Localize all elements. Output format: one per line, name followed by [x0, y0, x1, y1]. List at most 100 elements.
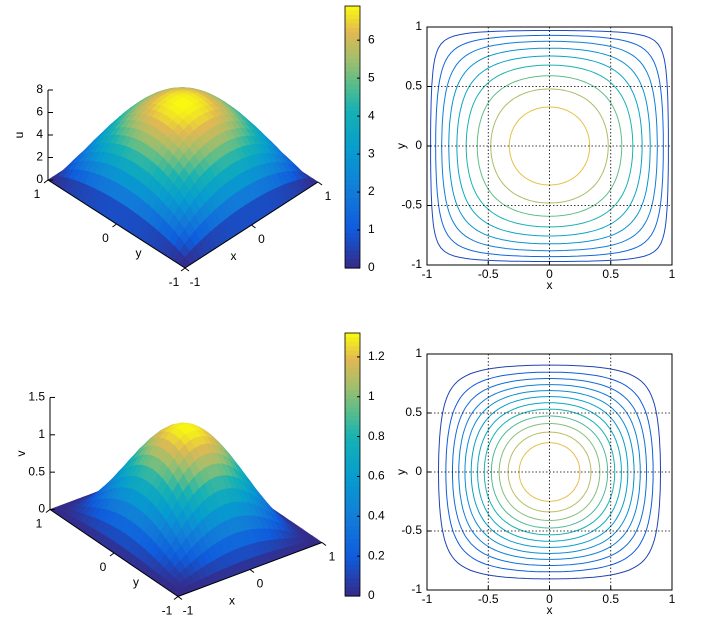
- colorbar-cell: [345, 163, 360, 169]
- colorbar-tick-label: 3: [368, 146, 375, 160]
- colorbar-cell: [345, 582, 360, 588]
- colorbar-cell: [345, 333, 360, 338]
- axes-box: [426, 26, 673, 266]
- y-tick-label: 0.5: [405, 405, 422, 419]
- colorbar-cell: [345, 250, 360, 256]
- x-tick-label: 0: [258, 232, 265, 246]
- x-tick-label: 0: [257, 577, 264, 591]
- colorbar-cell: [345, 482, 360, 488]
- colorbar-cell: [345, 14, 360, 20]
- colorbar-cell: [345, 75, 360, 81]
- colorbar-cell: [345, 141, 360, 147]
- colorbar-cell: [345, 591, 360, 597]
- colorbar-cell: [345, 62, 360, 68]
- y-tick-label: -1: [162, 604, 173, 618]
- x-axis-label: x: [547, 278, 553, 292]
- colorbar-cell: [345, 224, 360, 230]
- x-tick-label: 0: [546, 267, 553, 281]
- colorbar-cell: [345, 254, 360, 260]
- colorbar-cell: [345, 54, 360, 59]
- colorbar-tick-label: 0.6: [368, 469, 385, 483]
- y-tick-label: -1: [411, 257, 422, 271]
- colorbar-cell: [345, 202, 360, 208]
- x-tick: [321, 542, 327, 546]
- colorbar-cell: [345, 398, 360, 404]
- x-tick-label: -1: [422, 267, 433, 281]
- colorbar-cell: [345, 154, 360, 160]
- contour-line: [456, 55, 643, 237]
- colorbar-cell: [345, 499, 360, 505]
- colorbar-cell: [345, 543, 360, 549]
- colorbar-cell: [345, 180, 360, 186]
- colorbar-cell: [345, 363, 360, 369]
- colorbar-cell: [345, 49, 360, 55]
- colorbar-cell: [345, 534, 360, 540]
- colorbar-cell: [345, 32, 360, 38]
- colorbar-cell: [345, 512, 360, 518]
- colorbar-cell: [345, 171, 360, 177]
- y-tick: [112, 223, 117, 228]
- colorbar-cell: [345, 23, 360, 29]
- colorbar-cell: [345, 372, 360, 378]
- y-tick: [45, 509, 51, 513]
- colorbar-cell: [345, 241, 360, 247]
- colorbar-cell: [345, 569, 360, 575]
- colorbar-cell: [345, 420, 360, 426]
- contour-line: [435, 34, 664, 258]
- x-tick-label: 1: [669, 592, 676, 606]
- colorbar-cell: [345, 490, 360, 496]
- colorbar-cell: [345, 547, 360, 553]
- colorbar-cell: [345, 486, 360, 492]
- y-tick-label: 1: [415, 19, 422, 33]
- z-tick-label: 1: [38, 427, 45, 441]
- colorbar-cell: [345, 193, 360, 199]
- z-tick-label: 2: [36, 150, 43, 164]
- colorbar-cell: [345, 464, 360, 470]
- colorbar-cell: [345, 416, 360, 422]
- z-tick-label: 6: [36, 105, 43, 119]
- colorbar-cell: [345, 80, 360, 86]
- x-tick-label: -1: [422, 592, 433, 606]
- colorbar-cell: [345, 6, 360, 11]
- y-axis-label: y: [136, 246, 142, 260]
- colorbar-cell: [345, 211, 360, 217]
- colorbar-cell: [345, 346, 360, 352]
- colorbar-cell: [345, 508, 360, 514]
- x-tick-label: 1: [669, 267, 676, 281]
- colorbar-cell: [345, 587, 360, 593]
- colorbar-cell: [345, 425, 360, 431]
- colorbar-cell: [345, 578, 360, 584]
- colorbar-frame: [344, 5, 361, 269]
- colorbar-cell: [345, 385, 360, 391]
- y-tick: [43, 179, 49, 184]
- colorbar-tick-label: 1.2: [368, 349, 385, 363]
- x-axis-label: x: [547, 603, 553, 617]
- colorbar-tick-label: 0: [368, 588, 375, 602]
- z-axis-label: v: [14, 450, 28, 456]
- colorbar-cell: [345, 389, 360, 395]
- colorbar-cell: [345, 259, 360, 265]
- z-axis-label: u: [12, 132, 26, 139]
- y-tick-label: 0: [100, 560, 107, 574]
- colorbar-tick-label: 0: [368, 260, 375, 274]
- colorbar-cell: [345, 58, 360, 64]
- x-tick-label: 0: [546, 592, 553, 606]
- colorbar-cell: [345, 128, 360, 134]
- colorbar-cell: [345, 27, 360, 33]
- colorbar-cell: [345, 123, 360, 129]
- colorbar-tick-label: 1: [368, 222, 375, 236]
- x-tick: [177, 596, 183, 600]
- colorbar-tick-label: 0.2: [368, 548, 385, 562]
- colorbar-cell: [345, 556, 360, 562]
- colorbar-frame: [344, 332, 361, 597]
- colorbar-cell: [345, 40, 360, 46]
- contour-line: [464, 389, 635, 555]
- x-tick-label: -1: [183, 604, 194, 618]
- x-tick-label: 0.5: [602, 592, 619, 606]
- colorbar-cell: [345, 145, 360, 151]
- colorbar-cell: [345, 67, 360, 73]
- colorbar-cell: [345, 110, 360, 116]
- colorbar-cell: [345, 115, 360, 121]
- y-axis-label: y: [133, 575, 139, 589]
- colorbar-cell: [345, 442, 360, 448]
